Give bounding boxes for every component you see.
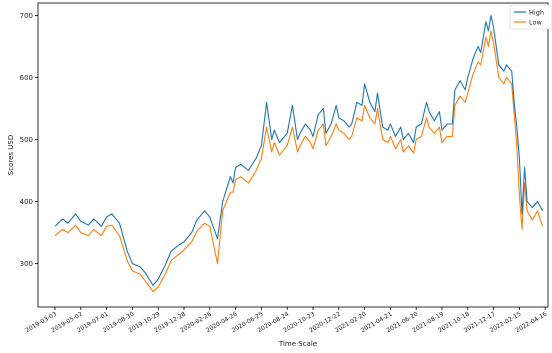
y-tick-label: 700 xyxy=(20,12,33,20)
series-line-high xyxy=(54,14,544,286)
x-axis: 2019-03-032019-05-022019-07-012019-08-30… xyxy=(24,307,548,334)
series-layer xyxy=(54,14,544,293)
x-axis-label: Time Scale xyxy=(278,340,317,348)
legend: High Low xyxy=(509,4,552,30)
y-tick-label: 500 xyxy=(20,136,33,144)
legend-label-low: Low xyxy=(529,19,542,27)
y-tick-label: 400 xyxy=(20,198,33,206)
plot-area xyxy=(37,2,549,308)
series-line-low xyxy=(54,30,544,293)
y-tick-label: 300 xyxy=(20,260,33,268)
y-axis-label: Scores USD xyxy=(7,135,15,175)
y-tick-label: 600 xyxy=(20,74,33,82)
y-axis: 300 400 500 600 700 xyxy=(20,12,38,268)
legend-box xyxy=(509,4,552,30)
legend-label-high: High xyxy=(529,9,544,17)
